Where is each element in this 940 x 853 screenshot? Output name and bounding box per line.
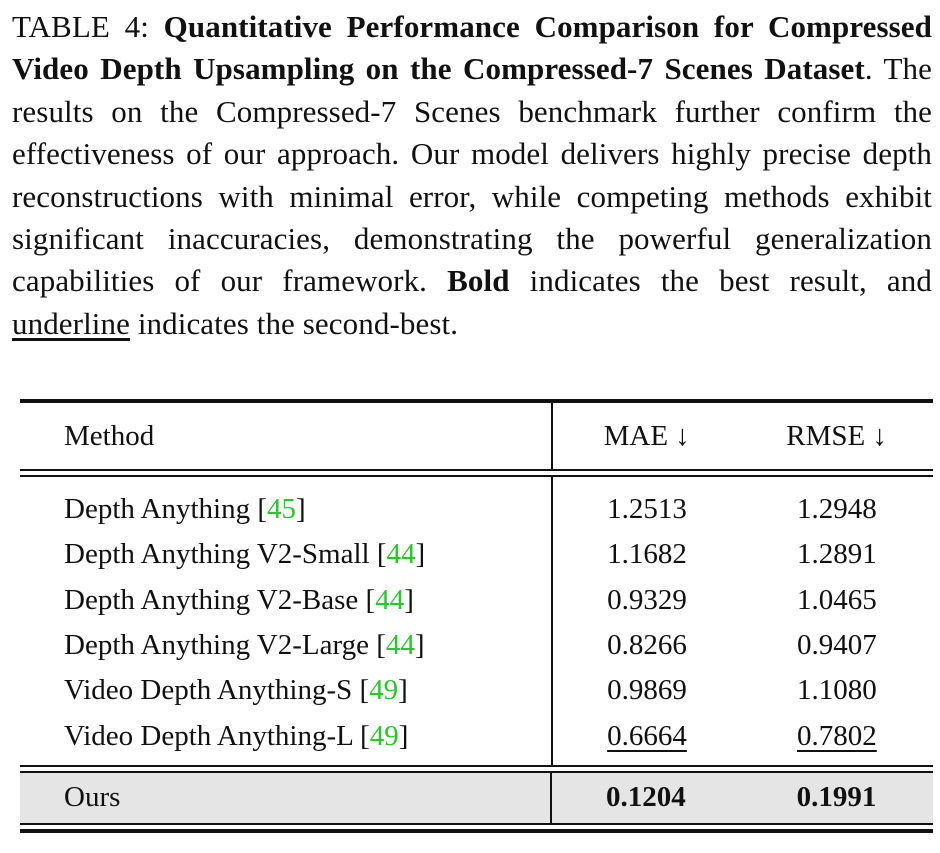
header-mae: MAE ↓: [551, 403, 741, 469]
mae-cell: 0.9329: [551, 577, 741, 623]
mae-value: 0.9869: [607, 674, 687, 707]
rmse-cell: 1.2891: [741, 532, 933, 577]
method-cell: Depth Anything V2-Base [44]: [64, 583, 414, 616]
rmse-cell: 1.0465: [741, 578, 933, 623]
mae-value: 1.1682: [607, 538, 687, 571]
citation-link[interactable]: 44: [375, 583, 405, 616]
method-cell: Video Depth Anything-L [49]: [64, 719, 409, 752]
table-row: Depth Anything V2-Large [44] 0.8266 0.9407: [20, 622, 933, 669]
rmse-value: 1.2891: [797, 538, 877, 571]
header-method: Method: [64, 419, 155, 452]
mae-value: 0.6664: [607, 719, 687, 752]
rmse-value: 1.0465: [797, 583, 877, 616]
comparison-table: Method MAE ↓ RMSE ↓: [20, 403, 933, 469]
caption-underline-word: underline: [12, 305, 130, 341]
method-cell: Depth Anything V2-Large [44]: [64, 629, 425, 662]
method-name: Video Depth Anything-S: [64, 674, 353, 707]
table-caption: TABLE 4: Quantitative Performance Compar…: [12, 6, 932, 345]
table-row: Depth Anything V2-Base [44] 0.9329 1.0465: [20, 577, 933, 623]
method-name: Depth Anything V2-Large: [64, 629, 369, 662]
method-name: Depth Anything V2-Small: [64, 538, 370, 571]
mae-cell: 0.6664: [551, 713, 741, 765]
caption-title: Quantitative Performance Comparison for …: [12, 9, 933, 87]
method-cell: Depth Anything V2-Small [44]: [64, 538, 426, 571]
rmse-value: 0.7802: [797, 719, 877, 752]
citation-link[interactable]: 44: [385, 629, 415, 662]
mae-value: 0.8266: [607, 629, 687, 662]
method-name: Depth Anything: [64, 493, 251, 526]
mae-cell: 1.1682: [551, 532, 741, 578]
caption-body-1: . The results on the Compressed-7 Scenes…: [12, 51, 932, 299]
results-table: Method MAE ↓ RMSE ↓ Depth Anything [45] 1…: [20, 399, 933, 833]
mae-value: 0.9329: [607, 583, 687, 616]
method-cell: Depth Anything [45]: [64, 493, 306, 526]
method-name: Video Depth Anything-L: [64, 719, 353, 752]
header-rmse: RMSE ↓: [786, 419, 887, 452]
rmse-cell: 0.7802: [741, 713, 933, 764]
citation-link[interactable]: 44: [386, 538, 416, 571]
rmse-cell: 0.9407: [741, 623, 933, 668]
table-row: Depth Anything V2-Small [44] 1.1682 1.2891: [20, 532, 933, 578]
method-name: Depth Anything V2-Base: [64, 583, 359, 616]
table-row: Video Depth Anything-L [49] 0.6664 0.7802: [20, 713, 933, 765]
citation-link[interactable]: 45: [267, 493, 297, 526]
caption-bold-word: Bold: [447, 263, 510, 299]
comparison-table-body: Depth Anything [45] 1.2513 1.2948 Depth Any…: [20, 477, 933, 765]
header-rule: [20, 469, 933, 471]
caption-label: TABLE 4:: [12, 9, 149, 44]
rmse-value: 1.2948: [797, 493, 877, 526]
table-row: Video Depth Anything-S [49] 0.9869 1.1080: [20, 668, 933, 714]
mae-cell: 0.9869: [551, 668, 741, 714]
table-row: Depth Anything [45] 1.2513 1.2948: [20, 477, 933, 533]
top-rule: [20, 399, 933, 403]
rmse-value: 1.1080: [797, 674, 877, 707]
table-row-ours: Ours 0.1204 0.1991: [20, 772, 933, 823]
header-rule-2: [20, 475, 933, 477]
rmse-value: 0.9407: [797, 629, 877, 662]
header-row: Method MAE ↓ RMSE ↓: [20, 403, 933, 469]
ours-method: Ours: [64, 781, 121, 814]
caption-body-3: indicates the second-best.: [129, 305, 459, 341]
caption-body-2: indicates the best result, and: [509, 263, 932, 299]
rmse-cell: 1.2948: [741, 477, 933, 532]
mae-cell: 1.2513: [551, 477, 741, 533]
mae-cell: 0.8266: [551, 622, 741, 669]
citation-link[interactable]: 49: [369, 674, 399, 707]
ours-mae: 0.1204: [549, 772, 740, 823]
bottom-rule-1: [20, 822, 933, 825]
citation-link[interactable]: 49: [369, 719, 399, 752]
ours-rmse: 0.1991: [796, 781, 877, 814]
ours-rule-top-2: [20, 770, 933, 773]
method-cell: Video Depth Anything-S [49]: [64, 674, 408, 707]
mae-value: 1.2513: [607, 493, 687, 526]
bottom-rule-2: [20, 828, 933, 833]
ours-table: Ours 0.1204 0.1991: [20, 772, 933, 823]
rmse-cell: 1.1080: [741, 668, 933, 713]
ours-rule-top: [20, 764, 933, 767]
